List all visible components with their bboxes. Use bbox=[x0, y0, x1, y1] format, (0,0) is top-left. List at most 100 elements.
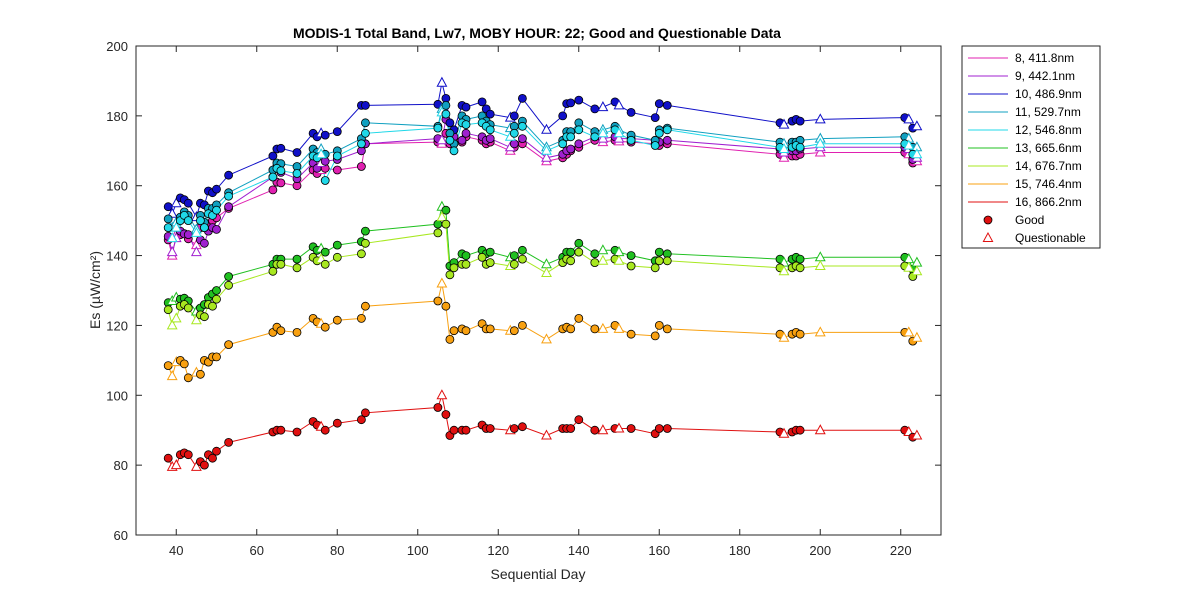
good-point bbox=[574, 415, 584, 425]
questionable-point bbox=[166, 319, 178, 330]
good-point bbox=[518, 121, 527, 131]
questionable-point bbox=[613, 132, 625, 143]
good-point bbox=[356, 415, 366, 425]
good-point bbox=[518, 134, 527, 144]
questionable-point bbox=[903, 261, 915, 272]
good-point bbox=[626, 135, 636, 145]
questionable-point bbox=[166, 370, 178, 381]
questionable-point bbox=[170, 459, 182, 470]
legend: 8, 411.8nm 9, 442.1nm 10, 486.9nm 11, 529.7… bbox=[961, 45, 1101, 249]
x-tick-label: 40 bbox=[169, 543, 183, 558]
good-point bbox=[650, 263, 660, 273]
good-point bbox=[441, 410, 451, 419]
good-point bbox=[485, 134, 495, 144]
x-tick-label: 120 bbox=[487, 543, 509, 558]
good-point bbox=[163, 361, 173, 371]
good-point bbox=[654, 256, 664, 266]
good-point bbox=[574, 95, 584, 105]
good-point bbox=[276, 166, 286, 176]
good-point bbox=[332, 418, 342, 428]
good-point bbox=[795, 329, 805, 339]
good-point bbox=[626, 329, 636, 339]
good-point bbox=[449, 146, 459, 156]
good-point bbox=[590, 324, 600, 334]
questionable-point bbox=[613, 322, 625, 333]
questionable-point bbox=[541, 266, 552, 277]
good-point bbox=[509, 424, 519, 433]
good-point bbox=[292, 148, 302, 157]
good-point bbox=[356, 249, 366, 259]
good-point bbox=[224, 437, 234, 447]
good-point bbox=[332, 127, 342, 137]
good-point bbox=[268, 172, 278, 182]
questionable-point bbox=[814, 146, 826, 157]
good-point bbox=[485, 424, 495, 433]
questionable-point bbox=[903, 326, 915, 337]
x-tick-label: 80 bbox=[330, 543, 344, 558]
good-point bbox=[574, 313, 584, 323]
legend-label: 12, 546.8nm bbox=[1015, 123, 1082, 137]
good-point bbox=[518, 245, 527, 255]
good-point bbox=[654, 320, 664, 330]
good-point bbox=[485, 125, 495, 135]
legend-label: 8, 411.8nm bbox=[1015, 51, 1074, 65]
y-tick-label: 80 bbox=[114, 458, 128, 473]
good-point bbox=[485, 324, 495, 334]
good-point bbox=[268, 151, 278, 161]
questionable-point bbox=[541, 151, 552, 162]
good-point bbox=[360, 128, 370, 138]
questionable-point bbox=[814, 137, 826, 148]
good-point bbox=[183, 198, 193, 208]
legend-label: 9, 442.1nm bbox=[1015, 69, 1075, 83]
legend-questionable-marker bbox=[982, 231, 994, 242]
questionable-point bbox=[597, 254, 609, 265]
good-point bbox=[461, 326, 471, 336]
good-point bbox=[360, 101, 370, 110]
good-point bbox=[320, 322, 330, 332]
good-point bbox=[212, 352, 221, 362]
good-point bbox=[320, 259, 330, 269]
good-point bbox=[441, 109, 451, 119]
questionable-point bbox=[597, 244, 609, 255]
good-point bbox=[662, 324, 672, 334]
questionable-point bbox=[166, 246, 178, 257]
good-point bbox=[485, 109, 495, 119]
good-point bbox=[518, 320, 527, 330]
good-point bbox=[558, 111, 568, 121]
good-point bbox=[461, 128, 471, 138]
good-point bbox=[461, 102, 471, 112]
questionable-point bbox=[778, 427, 790, 438]
y-tick-label: 160 bbox=[106, 179, 128, 194]
good-point bbox=[566, 424, 576, 433]
questionable-point bbox=[911, 429, 923, 440]
good-point bbox=[509, 259, 519, 269]
good-point bbox=[320, 130, 330, 140]
good-point bbox=[461, 120, 471, 129]
good-point bbox=[574, 139, 584, 149]
questionable-point bbox=[436, 277, 448, 288]
good-point bbox=[650, 113, 660, 122]
good-point bbox=[224, 170, 234, 180]
good-point bbox=[574, 238, 584, 248]
good-point bbox=[433, 296, 443, 306]
questionable-point bbox=[170, 197, 182, 208]
good-point bbox=[566, 132, 576, 142]
good-point bbox=[163, 305, 173, 315]
good-point bbox=[183, 373, 193, 383]
questionable-point bbox=[814, 326, 826, 337]
good-point bbox=[360, 226, 370, 236]
x-tick-label: 140 bbox=[568, 543, 590, 558]
questionable-point bbox=[597, 132, 609, 143]
legend-label: 13, 665.6nm bbox=[1015, 141, 1082, 155]
legend-label: Questionable bbox=[1015, 231, 1086, 245]
good-point bbox=[268, 185, 278, 195]
good-point bbox=[199, 312, 209, 322]
good-point bbox=[212, 286, 221, 295]
good-point bbox=[654, 424, 664, 433]
good-point bbox=[356, 162, 366, 171]
questionable-point bbox=[613, 99, 625, 110]
legend-label: 16, 866.2nm bbox=[1015, 195, 1082, 209]
questionable-point bbox=[541, 333, 552, 344]
questionable-point bbox=[903, 139, 915, 150]
good-point bbox=[662, 256, 672, 266]
